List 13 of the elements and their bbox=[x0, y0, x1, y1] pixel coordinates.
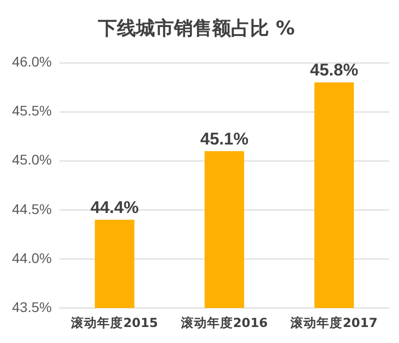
data-label: 45.1% bbox=[200, 129, 248, 148]
y-tick-label: 45.0% bbox=[12, 152, 52, 168]
chart-title: 下线城市销售额占比 % bbox=[97, 17, 295, 40]
data-label: 45.8% bbox=[310, 60, 358, 80]
y-tick-label: 44.5% bbox=[12, 200, 52, 217]
x-tick-label: 滚动年度2015 bbox=[70, 314, 158, 330]
y-tick-label: 45.5% bbox=[12, 102, 52, 119]
y-tick-label: 43.5% bbox=[12, 298, 52, 315]
x-tick-label: 滚动年度2017 bbox=[290, 314, 378, 330]
y-tick-label: 44.0% bbox=[12, 250, 52, 266]
x-tick-label: 滚动年度2016 bbox=[180, 314, 268, 330]
y-tick-label: 46.0% bbox=[12, 54, 52, 70]
data-label: 44.4% bbox=[90, 198, 139, 217]
